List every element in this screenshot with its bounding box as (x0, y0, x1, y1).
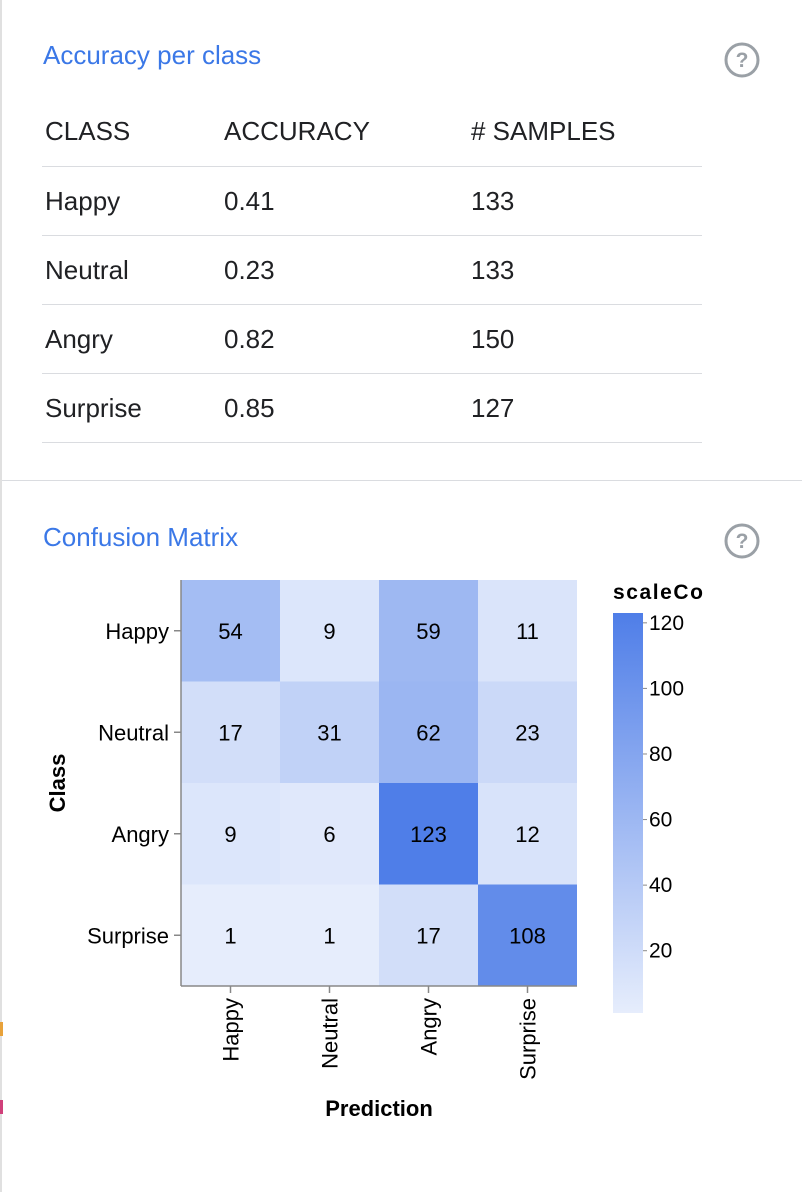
legend-title: scaleCo (613, 581, 703, 604)
svg-text:?: ? (736, 49, 749, 72)
cell-value-label: 11 (516, 619, 539, 644)
table-row: Happy 0.41 133 (42, 166, 702, 236)
accuracy-cell: 0.85 (221, 373, 468, 443)
legend-tick-label: 100 (649, 677, 684, 700)
edge-marker (0, 1022, 3, 1036)
table-row: Surprise 0.85 127 (42, 373, 702, 443)
confusion-matrix-panel: Confusion Matrix ? (2, 481, 802, 1192)
column-header-class: CLASS (42, 96, 221, 167)
heatmap-cell (280, 681, 379, 783)
confusion-panel-title: Confusion Matrix (43, 522, 239, 552)
cell-value-label: 31 (317, 720, 341, 745)
legend-tick-label: 40 (649, 874, 672, 897)
cell-value-label: 59 (416, 619, 440, 644)
left-window-edge (0, 0, 2, 1192)
accuracy-cell: 0.82 (221, 304, 468, 374)
cell-value-label: 17 (416, 923, 440, 948)
heatmap-cell (478, 783, 577, 885)
class-cell: Happy (42, 166, 221, 236)
class-cell: Angry (42, 304, 221, 374)
cell-value-label: 108 (509, 923, 546, 948)
class-cell: Neutral (42, 235, 221, 305)
column-header-samples: # SAMPLES (468, 96, 702, 167)
edge-marker (0, 1100, 3, 1114)
heatmap-cell (379, 580, 478, 682)
heatmap-cell (478, 580, 577, 682)
legend-gradient-bar (613, 613, 643, 1013)
x-tick-label: Angry (417, 998, 442, 1055)
y-tick-label: Surprise (87, 923, 169, 948)
heatmap-cell (181, 580, 280, 682)
accuracy-per-class-panel: Accuracy per class ? CLASS ACCURACY # SA… (2, 0, 802, 481)
cell-value-label: 12 (515, 822, 539, 847)
table-row: Neutral 0.23 133 (42, 235, 702, 305)
heatmap-cell (478, 681, 577, 783)
cell-value-label: 1 (323, 923, 335, 948)
legend-tick-label: 120 (649, 612, 684, 635)
heatmap-cell (280, 884, 379, 986)
cell-value-label: 23 (515, 720, 539, 745)
heatmap-cell (379, 884, 478, 986)
cell-value-label: 62 (416, 720, 440, 745)
cell-value-label: 9 (323, 619, 335, 644)
x-tick-label: Surprise (516, 998, 541, 1080)
heatmap-cell (181, 884, 280, 986)
table-header-row: CLASS ACCURACY # SAMPLES (42, 96, 702, 167)
table-row: Angry 0.82 150 (42, 304, 702, 374)
cell-value-label: 54 (218, 619, 242, 644)
heatmap-cell (478, 884, 577, 986)
x-tick-label: Happy (219, 998, 244, 1062)
y-tick-label: Angry (112, 822, 169, 847)
legend-tick-label: 60 (649, 809, 672, 832)
y-tick-label: Happy (105, 619, 169, 644)
class-cell: Surprise (42, 373, 221, 443)
cell-value-label: 1 (224, 923, 236, 948)
heatmap-cell (280, 783, 379, 885)
samples-cell: 150 (468, 304, 702, 374)
cell-value-label: 9 (224, 822, 236, 847)
accuracy-table: CLASS ACCURACY # SAMPLES Happy 0.41 133 … (42, 96, 702, 443)
legend-tick-label: 80 (649, 743, 672, 766)
help-icon[interactable]: ? (723, 522, 761, 560)
heatmap-cell (181, 783, 280, 885)
heatmap-cell (379, 681, 478, 783)
accuracy-cell: 0.41 (221, 166, 468, 236)
y-axis-title: Class (45, 754, 70, 813)
cell-value-label: 123 (410, 822, 447, 847)
heatmap-cell (280, 580, 379, 682)
samples-cell: 127 (468, 373, 702, 443)
heatmap-cell (181, 681, 280, 783)
help-icon[interactable]: ? (723, 41, 761, 79)
cell-value-label: 6 (323, 822, 335, 847)
samples-cell: 133 (468, 235, 702, 305)
heatmap-cell (379, 783, 478, 885)
y-tick-label: Neutral (98, 720, 169, 745)
legend-tick-label: 20 (649, 940, 672, 963)
cell-value-label: 17 (218, 720, 242, 745)
samples-cell: 133 (468, 166, 702, 236)
accuracy-panel-title: Accuracy per class (43, 40, 262, 70)
accuracy-cell: 0.23 (221, 235, 468, 305)
column-header-accuracy: ACCURACY (221, 96, 468, 167)
svg-text:?: ? (736, 530, 749, 553)
x-axis-title: Prediction (325, 1096, 433, 1121)
x-tick-label: Neutral (318, 998, 343, 1069)
